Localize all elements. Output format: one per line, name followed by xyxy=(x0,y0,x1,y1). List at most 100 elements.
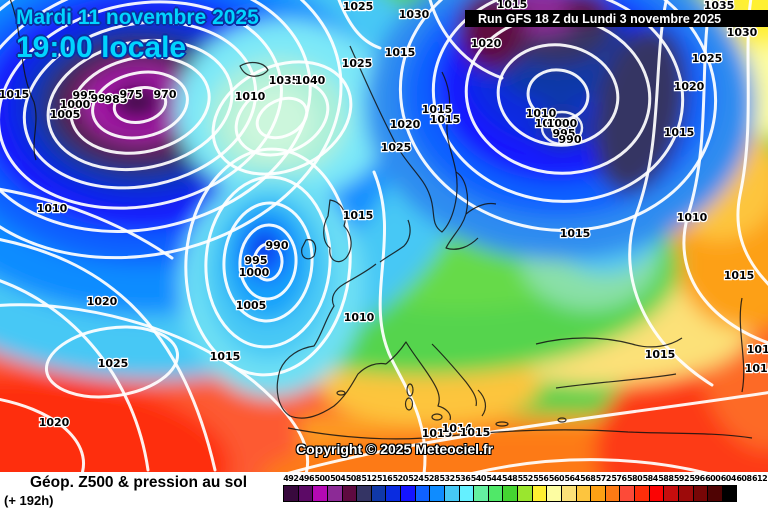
scale-box xyxy=(283,485,299,502)
scale-box xyxy=(634,485,650,502)
scale-value: 500 xyxy=(314,474,330,483)
pressure-label: 1000 xyxy=(547,117,578,130)
scale-box xyxy=(692,485,709,502)
pressure-label: 1020 xyxy=(87,295,118,308)
model-run-text: Run GFS 18 Z du Lundi 3 novembre 2025 xyxy=(478,11,722,26)
pressure-label: 995 xyxy=(245,254,268,267)
pressure-label: 1040 xyxy=(295,74,326,87)
scale-box xyxy=(531,485,548,502)
pressure-label: 1000 xyxy=(239,266,270,279)
scale-box xyxy=(546,485,562,502)
scale-value: 604 xyxy=(720,474,737,483)
pressure-label: 990 xyxy=(91,92,114,105)
scale-box xyxy=(312,485,328,502)
scale-box xyxy=(370,485,387,502)
scale-value: 508 xyxy=(345,474,362,483)
pressure-label: 1014 xyxy=(442,422,473,435)
pressure-label: 995 xyxy=(553,127,576,140)
scale-boxes xyxy=(283,485,768,502)
pressure-label: 1015 xyxy=(560,227,591,240)
scale-box xyxy=(721,485,738,502)
scale-box xyxy=(677,485,694,502)
scale-box xyxy=(473,485,489,502)
pressure-label: 1000 xyxy=(60,98,91,111)
scale-value: 596 xyxy=(689,474,705,483)
scale-box xyxy=(326,485,343,502)
pressure-label: 990 xyxy=(266,239,289,252)
scale-box xyxy=(517,485,533,502)
scale-value: 592 xyxy=(673,474,690,483)
scale-box xyxy=(443,485,460,502)
pressure-label: 1020 xyxy=(390,118,421,131)
scale-value: 600 xyxy=(705,474,721,483)
pressure-label: 1015 xyxy=(422,103,453,116)
pressure-label: 1015 xyxy=(422,427,453,440)
chart-title: Géop. Z500 & pression au sol xyxy=(30,474,248,491)
scale-value: 588 xyxy=(658,474,674,483)
pressure-label: 970 xyxy=(154,88,177,101)
pressure-label: 1010 xyxy=(747,343,768,356)
pressure-label: 1015 xyxy=(430,113,461,126)
scale-value: 492 xyxy=(283,474,299,483)
scale-box xyxy=(502,485,518,502)
pressure-label: 985 xyxy=(105,93,128,106)
scale-labels: 492 496 500 504 508 512 516 520 524 528 532 536 540 5… xyxy=(283,474,768,483)
isobar-contours xyxy=(0,0,768,472)
scale-value: 560 xyxy=(548,474,565,483)
scale-box xyxy=(575,485,592,502)
model-run-banner: Run GFS 18 Z du Lundi 3 novembre 2025 xyxy=(465,10,768,27)
scale-box xyxy=(619,485,635,502)
pressure-label: 1010 xyxy=(344,311,375,324)
pressure-label: 1015 xyxy=(664,126,695,139)
scale-box xyxy=(663,485,679,502)
pressure-label: 1020 xyxy=(674,80,705,93)
pressure-label: 1025 xyxy=(98,357,129,370)
scale-value: 496 xyxy=(298,474,315,483)
scale-value: 528 xyxy=(423,474,440,483)
pressure-label: 1025 xyxy=(343,0,374,13)
scale-value: 608 xyxy=(736,474,752,483)
scale-value: 544 xyxy=(486,474,502,483)
scale-box xyxy=(429,485,445,502)
scale-value: 556 xyxy=(533,474,549,483)
scale-value: 568 xyxy=(580,474,596,483)
scale-box xyxy=(356,485,372,502)
pressure-label: 1010 xyxy=(235,90,266,103)
pressure-label: 1015 xyxy=(645,348,676,361)
scale-value: 564 xyxy=(564,474,580,483)
scale-value: 612 xyxy=(751,474,768,483)
pressure-label: 1015 xyxy=(497,0,528,11)
scale-value: 520 xyxy=(392,474,409,483)
scale-box xyxy=(458,485,475,502)
scale-box xyxy=(648,485,665,502)
scale-box xyxy=(487,485,504,502)
scale-value: 576 xyxy=(611,474,627,483)
scale-box xyxy=(385,485,401,502)
scale-value: 516 xyxy=(376,474,393,483)
pressure-label: 1025 xyxy=(342,57,373,70)
copyright-text: Copyright © 2025 Meteociel.fr xyxy=(296,441,494,457)
pressure-label: 1015 xyxy=(0,88,29,101)
pressure-label: 1020 xyxy=(39,416,70,429)
scale-box xyxy=(400,485,416,502)
scale-value: 536 xyxy=(455,474,471,483)
pressure-label: 1005 xyxy=(50,108,81,121)
pressure-label: 1030 xyxy=(727,26,758,39)
forecast-lead-time: (+ 192h) xyxy=(4,493,54,508)
pressure-label: 1020 xyxy=(471,37,502,50)
pressure-label: 1010 xyxy=(37,202,68,215)
pressure-label: 1015 xyxy=(385,46,416,59)
pressure-label: 1025 xyxy=(381,141,412,154)
pressure-label: 1010 xyxy=(677,211,708,224)
scale-box xyxy=(560,485,577,502)
scale-value: 524 xyxy=(408,474,424,483)
pressure-label: 975 xyxy=(120,88,143,101)
pressure-label: 1005 xyxy=(236,299,267,312)
pressure-label: 990 xyxy=(559,133,582,146)
scale-box xyxy=(297,485,314,502)
pressure-label: 1010 xyxy=(526,107,557,120)
map-canvas: 1015 995 990 985 975 970 1000 1005 1010 1020 1025 1… xyxy=(0,0,768,472)
scale-value: 572 xyxy=(595,474,612,483)
